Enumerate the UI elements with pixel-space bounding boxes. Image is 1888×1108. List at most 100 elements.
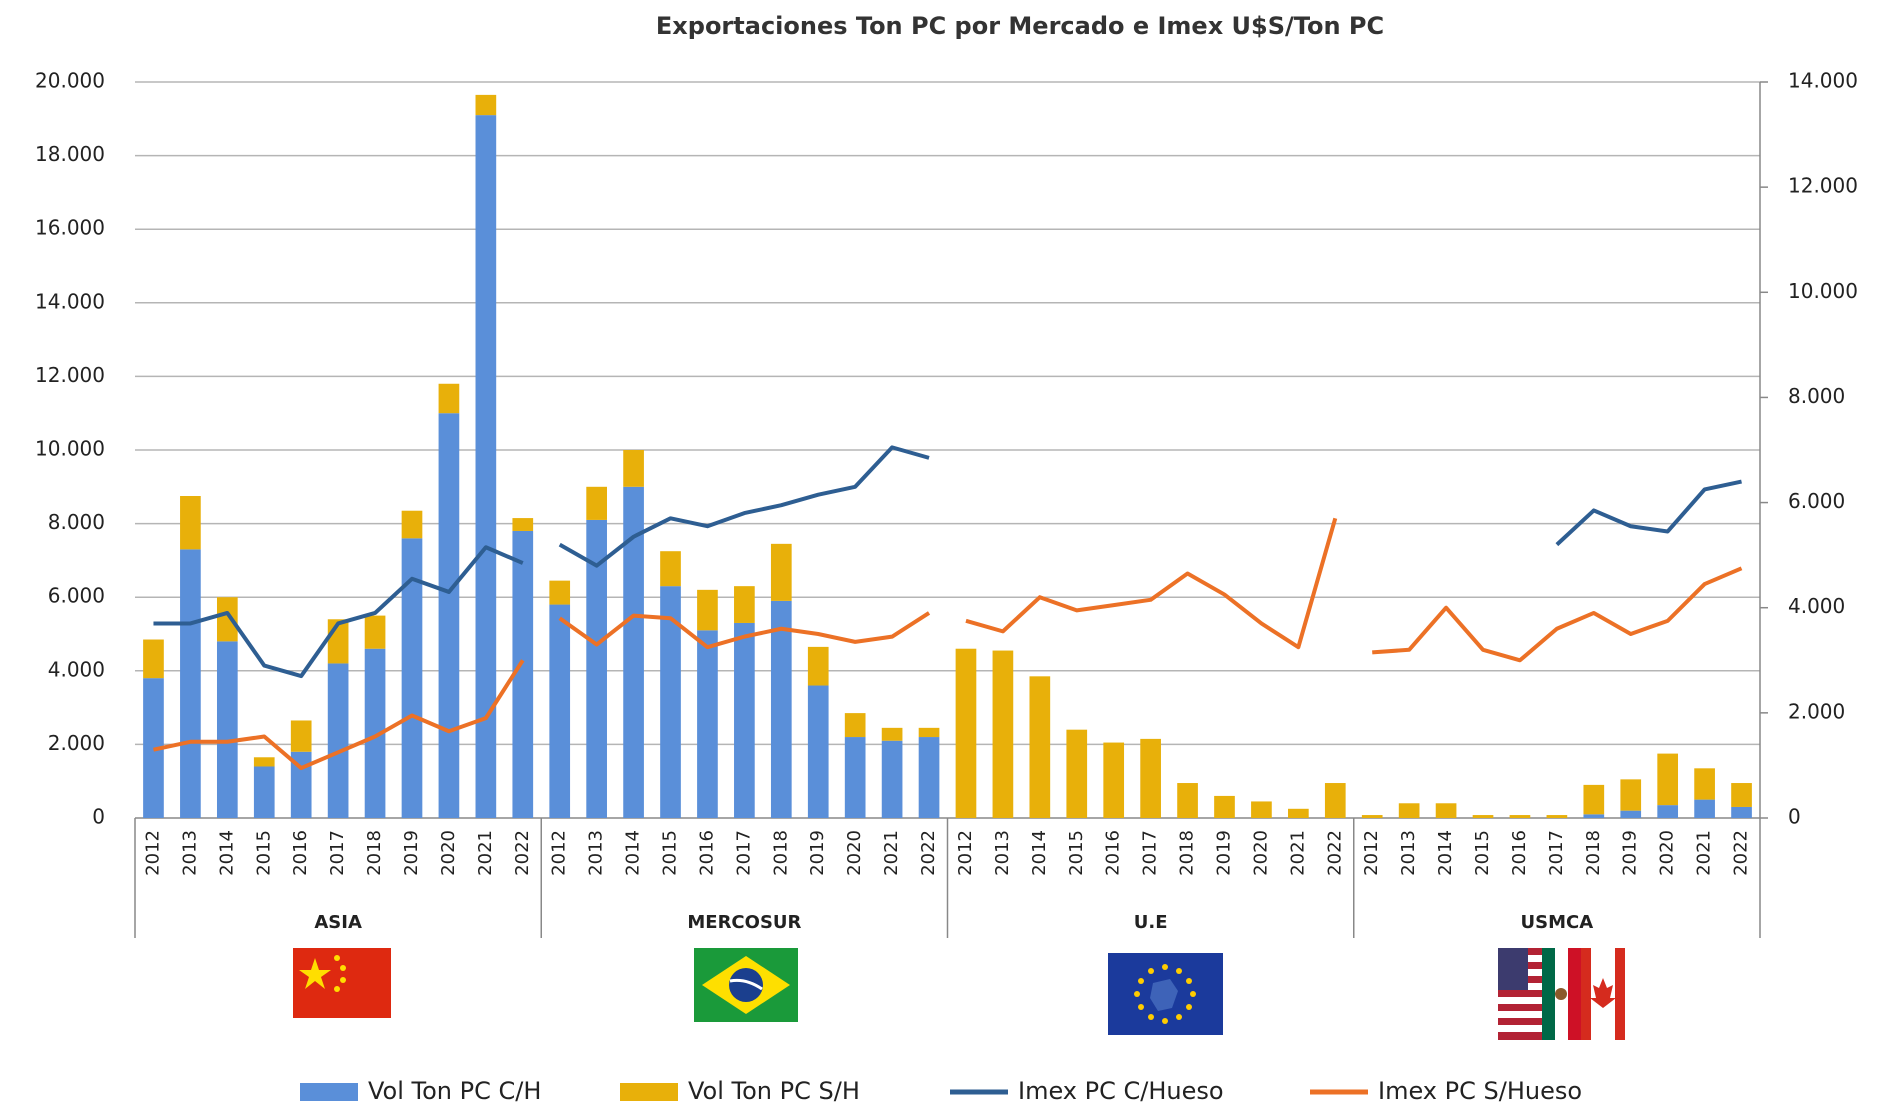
bar-segment (1509, 815, 1531, 818)
legend-label: Vol Ton PC S/H (688, 1077, 860, 1105)
flag-china (293, 948, 391, 1018)
bar-segment (253, 757, 275, 767)
bar-segment (512, 530, 534, 818)
y-tick-label: 12.000 (35, 363, 105, 387)
x-tick-label: 2018 (770, 830, 791, 876)
flag-eu (1108, 953, 1223, 1035)
x-tick-label: 2022 (1731, 830, 1752, 876)
x-tick-label: 2012 (955, 830, 976, 876)
bar-segment (1694, 799, 1715, 818)
x-tick-label: 2016 (1509, 830, 1530, 876)
bar-segment (1731, 783, 1752, 807)
line-series (965, 517, 1338, 650)
bar-segment (1140, 738, 1161, 818)
bar-segment (1214, 795, 1235, 818)
x-tick-label: 2021 (1694, 830, 1715, 876)
bar-segment (512, 518, 534, 531)
x-tick-label: 2017 (327, 830, 348, 876)
bar-segment (1694, 768, 1715, 800)
group-label: MERCOSUR (687, 912, 801, 933)
bar-segment (697, 630, 718, 818)
bar-segment (180, 549, 201, 818)
flag-brazil (694, 948, 798, 1022)
x-tick-label: 2016 (696, 830, 717, 876)
x-tick-label: 2015 (1066, 830, 1087, 876)
bar-segment (918, 727, 940, 738)
x-tick-label: 2014 (1029, 830, 1050, 876)
bar-segment (401, 510, 423, 539)
x-tick-label: 2019 (1620, 830, 1641, 876)
group-label: ASIA (314, 912, 362, 933)
x-tick-label: 2019 (1213, 830, 1234, 876)
bar-segment (1177, 783, 1198, 818)
bar-segment (216, 597, 238, 642)
y-tick-label: 8.000 (48, 510, 105, 534)
x-tick-label: 2022 (1324, 830, 1345, 876)
legend-swatch (300, 1083, 358, 1101)
x-tick-label: 2017 (1546, 830, 1567, 876)
group-label: U.E (1134, 912, 1168, 933)
x-tick-label: 2021 (881, 830, 902, 876)
y-tick-label: 4.000 (48, 657, 105, 681)
x-tick-label: 2012 (142, 830, 163, 876)
bar-segment (660, 551, 681, 587)
flag-usmca (1498, 948, 1625, 1040)
x-tick-label: 2012 (1361, 830, 1382, 876)
x-tick-label: 2013 (1398, 830, 1419, 876)
bar-segment (1620, 779, 1642, 811)
y-tick-label: 0 (92, 805, 105, 829)
y2-tick-label: 8.000 (1788, 384, 1845, 408)
y-tick-label: 14.000 (35, 289, 105, 313)
bar-segment (586, 519, 607, 818)
bar-segment (660, 586, 681, 818)
bar-segment (623, 486, 644, 818)
x-tick-label: 2014 (216, 830, 237, 876)
x-tick-label: 2015 (660, 830, 681, 876)
bar-segment (438, 413, 460, 818)
bar-segment (290, 720, 312, 752)
bar-segment (807, 646, 829, 686)
bar-segment (1620, 810, 1642, 818)
bar-segment (327, 663, 349, 818)
bar-segment (180, 496, 201, 550)
line-series (558, 611, 931, 650)
bar-segment (1398, 803, 1420, 818)
line-series (558, 445, 930, 568)
bar-segment (734, 622, 755, 818)
legend-label: Imex PC C/Hueso (1018, 1077, 1224, 1105)
group-label: USMCA (1521, 912, 1594, 933)
y2-tick-label: 10.000 (1788, 279, 1858, 303)
x-tick-label: 2021 (475, 830, 496, 876)
bar-segment (475, 115, 497, 819)
y2-tick-label: 6.000 (1788, 489, 1845, 513)
y2-tick-label: 12.000 (1788, 174, 1858, 198)
x-tick-label: 2020 (438, 830, 459, 876)
bar-segment (586, 486, 607, 520)
y-tick-label: 10.000 (35, 437, 105, 461)
bar-segment (623, 450, 644, 487)
y-tick-label: 2.000 (48, 731, 105, 755)
bar-segment (401, 538, 423, 818)
legend-label: Vol Ton PC C/H (368, 1077, 541, 1105)
y2-tick-label: 4.000 (1788, 594, 1845, 618)
bar-segment (844, 737, 866, 818)
legend-swatch (620, 1083, 678, 1101)
x-tick-label: 2014 (623, 830, 644, 876)
bar-segment (1029, 676, 1051, 818)
x-tick-label: 2020 (844, 830, 865, 876)
y-tick-label: 18.000 (35, 142, 105, 166)
y-tick-label: 20.000 (35, 69, 105, 93)
x-tick-label: 2012 (549, 830, 570, 876)
line-series (1555, 479, 1742, 547)
bar-segment (1657, 805, 1679, 818)
line-series (153, 659, 525, 771)
x-tick-label: 2020 (1250, 830, 1271, 876)
bar-segment (734, 586, 755, 623)
line-series (1372, 566, 1743, 663)
bar-segment (1435, 803, 1457, 818)
y-tick-label: 6.000 (48, 584, 105, 608)
bar-segment (918, 737, 940, 818)
x-tick-label: 2013 (992, 830, 1013, 876)
x-tick-label: 2013 (179, 830, 200, 876)
bar-segment (1546, 815, 1568, 818)
